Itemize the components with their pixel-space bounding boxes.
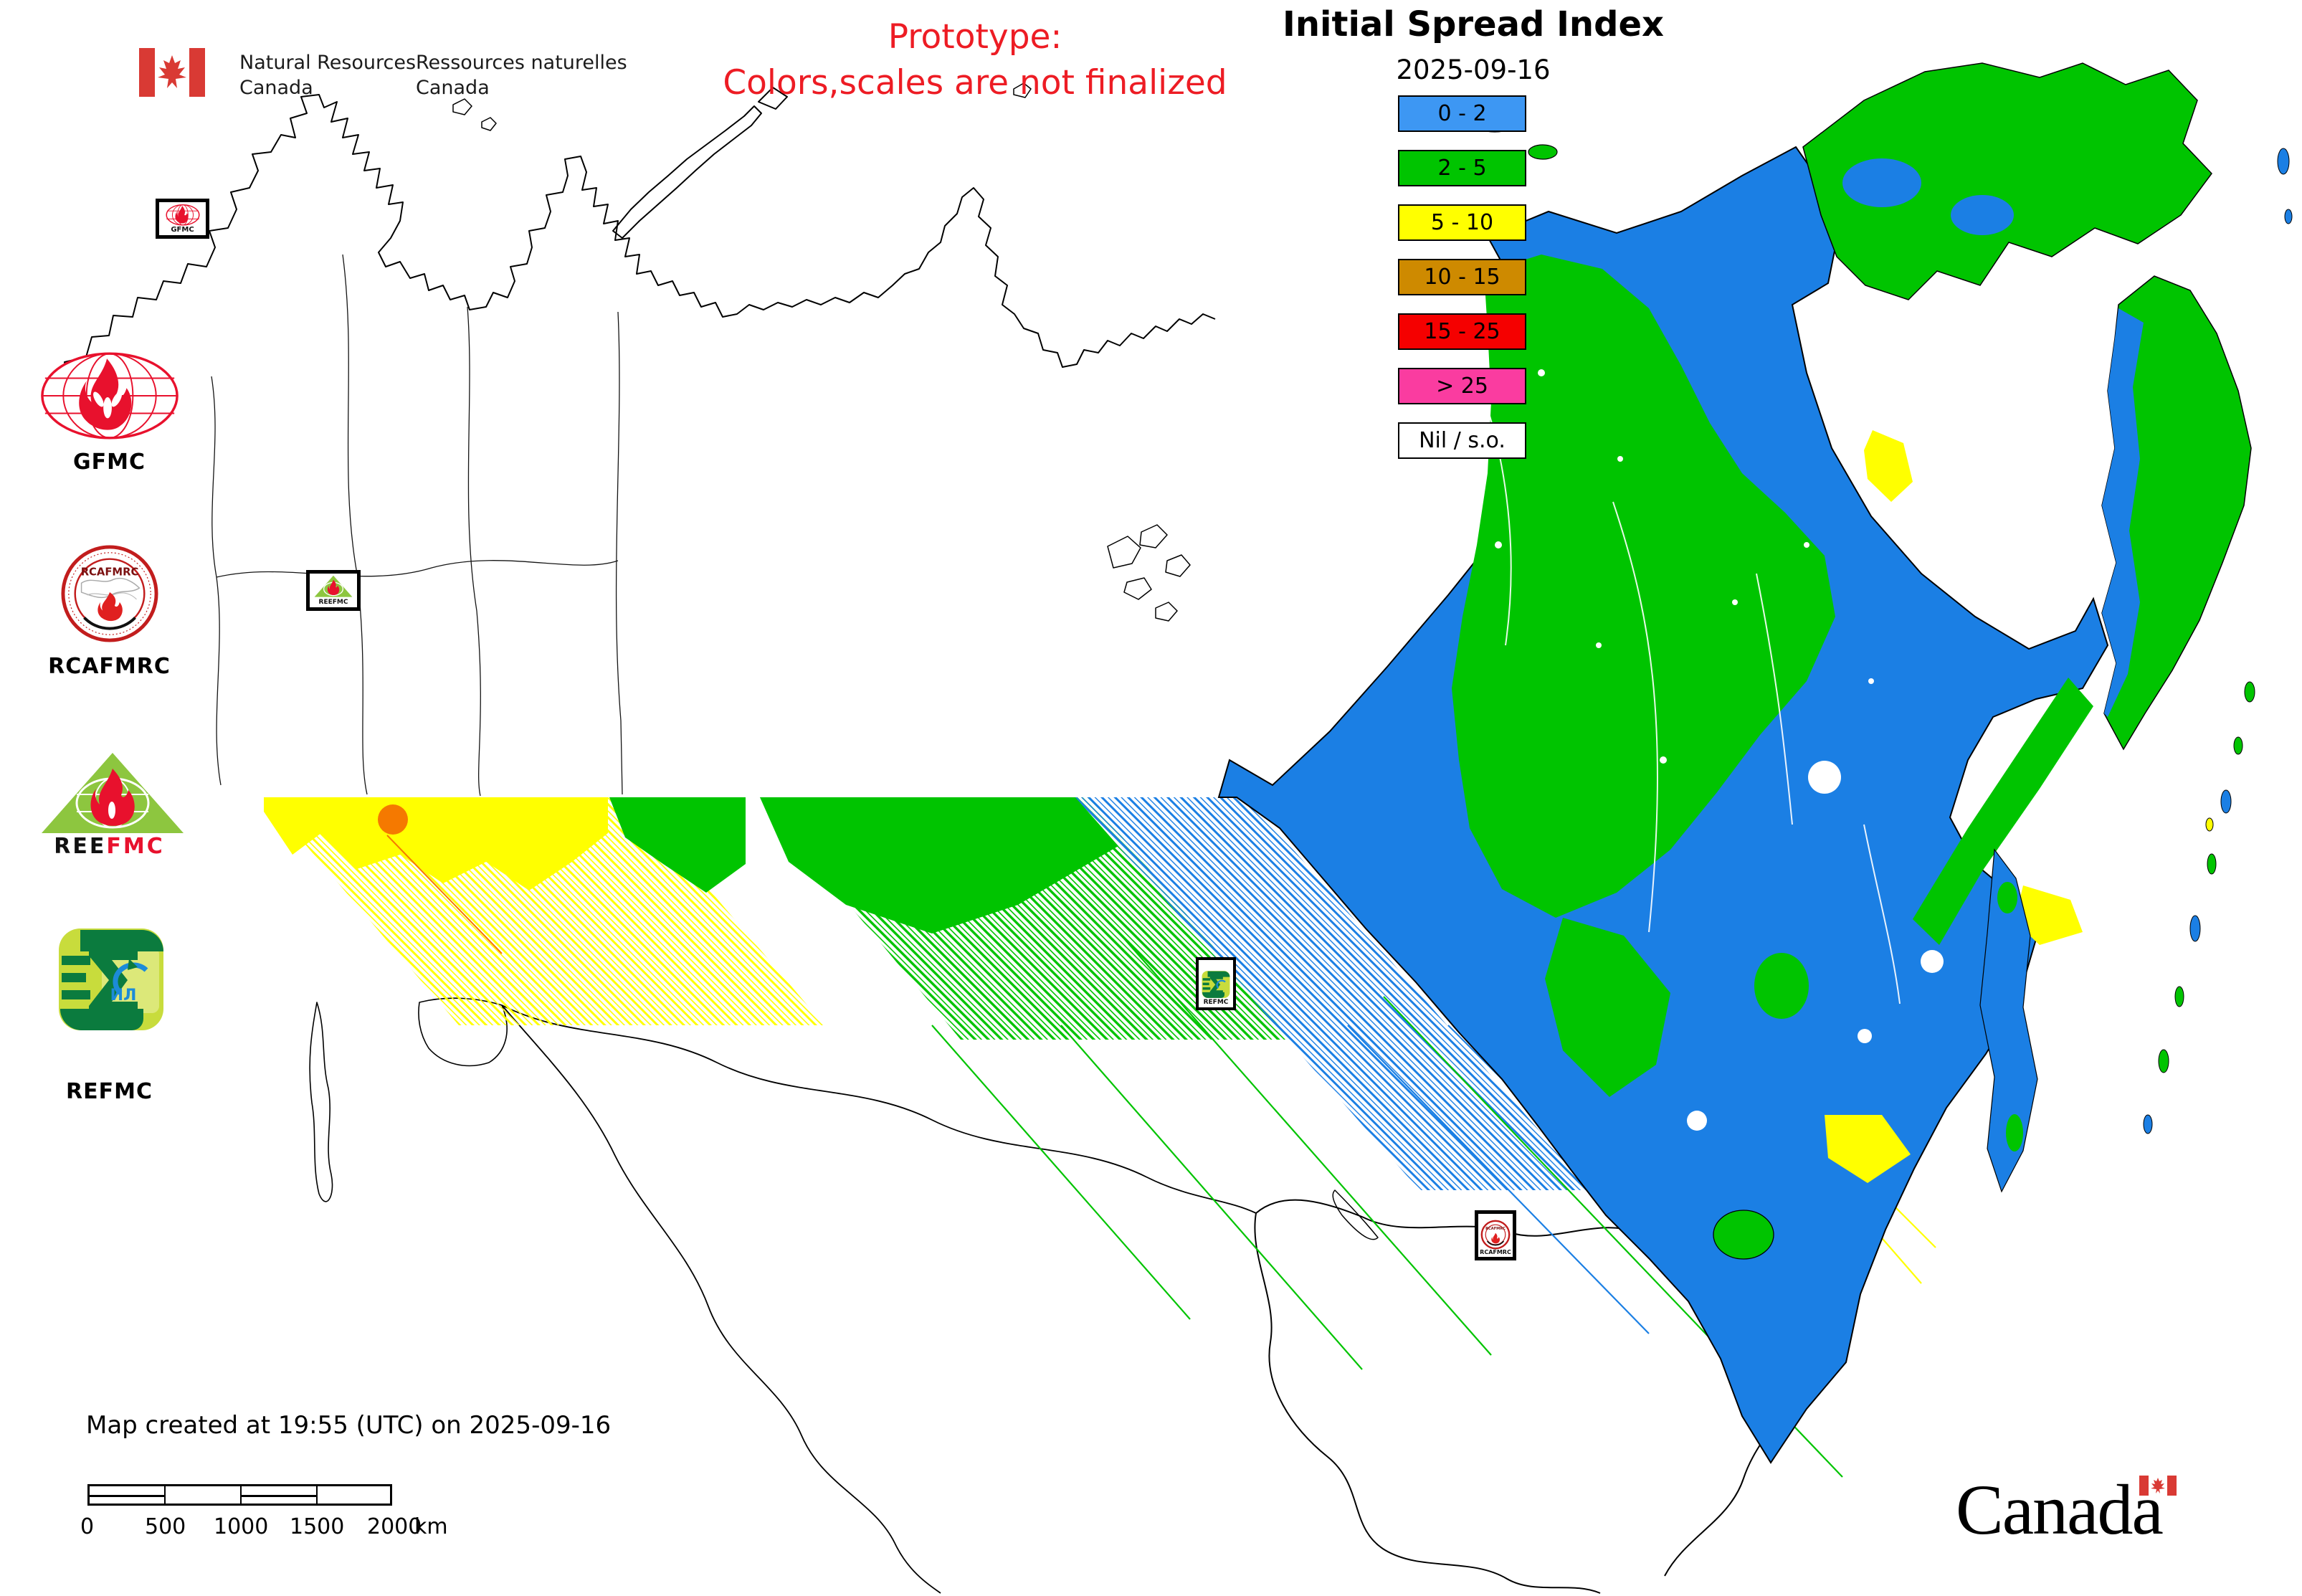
yellow-band <box>264 797 608 890</box>
arctic-coastline <box>44 94 1216 402</box>
marker-rcafmrc-label: RCAFMRC <box>1480 1249 1511 1255</box>
mongolia-green-blob <box>1713 1210 1774 1260</box>
marker-reefmc-icon <box>314 575 353 597</box>
kuril-islands <box>2143 148 2293 1134</box>
marker-rcafmrc: RCAFMRC RCAFMRC <box>1475 1210 1516 1260</box>
scale-bar-divider <box>316 1486 318 1504</box>
marker-refmc-icon <box>1202 971 1230 998</box>
canada-flag-icon <box>139 48 205 97</box>
reefmc-label: REEFMC <box>29 834 190 859</box>
chukotka-green <box>1802 62 2212 300</box>
white-holes <box>1495 369 2078 1136</box>
legend-item-15-25: 15 - 25 <box>1398 313 1526 350</box>
hotspot-orange-blob <box>378 804 408 835</box>
prototype-warning: Prototype: Colors,scales are not finaliz… <box>667 14 1283 106</box>
nrcan-fr-line2: Canada <box>416 77 490 99</box>
nrcan-wordmark-fr: Ressources naturelles Canada <box>416 50 627 100</box>
caspian-sea-outline <box>309 1002 333 1202</box>
reefmc-label-black: REE <box>54 834 107 859</box>
okhotsk-coastal-green-strip <box>1913 678 2093 945</box>
green-solid-top <box>760 797 1118 934</box>
mongolia-south-border <box>1254 1212 1601 1594</box>
nrcan-en-line2: Canada <box>239 77 313 99</box>
reefmc-logo <box>42 753 184 833</box>
map-created-text: Map created at 19:55 (UTC) on 2025-09-16 <box>86 1411 612 1440</box>
rcafmrc-inner-label: RCAFMRC <box>81 566 139 578</box>
marker-rcafmrc-icon: RCAFMRC <box>1480 1220 1511 1250</box>
sakhalin-green2 <box>2006 1114 2023 1151</box>
prototype-line1: Prototype: <box>888 17 1062 57</box>
orange-streak <box>386 835 503 954</box>
novaya-zemlya-island <box>612 87 788 239</box>
laptev-island-cluster <box>1107 524 1191 622</box>
legend-item-0-2: 0 - 2 <box>1398 95 1526 132</box>
refmc-logo: ИЛ <box>59 928 163 1031</box>
south-coast-yellow-green <box>1825 1115 1911 1183</box>
gfmc-logo <box>41 352 179 440</box>
new-siberian-island2 <box>1528 144 1558 160</box>
scale-bar-divider <box>240 1486 242 1504</box>
map-date: 2025-09-16 <box>1396 54 1551 85</box>
kamchatka-blue-strip <box>2102 308 2144 717</box>
marker-gfmc-icon <box>165 204 200 226</box>
chukotka-blue-patch2 <box>1951 195 2014 235</box>
marker-rcafmrc-inner-label: RCAFMRC <box>1485 1227 1506 1231</box>
marker-refmc-label: REFMC <box>1203 999 1229 1006</box>
reefmc-label-red: FMC <box>106 834 165 859</box>
legend-item-gt-25: > 25 <box>1398 368 1526 404</box>
green-block-west <box>609 797 746 893</box>
arctic-small-islands <box>452 82 1032 131</box>
refmc-label: REFMC <box>66 1079 153 1104</box>
scale-unit: km <box>414 1514 448 1539</box>
central-asia-border <box>501 1004 941 1594</box>
legend-item-5-10: 5 - 10 <box>1398 204 1526 241</box>
nrcan-wordmark-en: Natural Resources Canada <box>239 50 416 100</box>
rcafmrc-logo: RCAFMRC <box>61 545 158 642</box>
scale-tick-1500: 1500 <box>290 1514 345 1539</box>
marker-refmc: REFMC <box>1196 957 1236 1010</box>
northeast-data-mass <box>1217 62 2293 1464</box>
scale-tick-0: 0 <box>80 1514 95 1539</box>
marker-gfmc-label: GFMC <box>171 226 194 234</box>
legend-item-2-5: 2 - 5 <box>1398 150 1526 186</box>
marker-reefmc-label: REEFMC <box>318 599 348 606</box>
marker-gfmc: GFMC <box>156 199 209 239</box>
kazakh-altai-border <box>501 1004 1257 1214</box>
scale-bar-divider <box>164 1486 166 1504</box>
canada-wordmark: Canada <box>1956 1470 2164 1549</box>
uda-yellow-patch <box>2015 885 2083 945</box>
nrcan-fr-line1: Ressources naturelles <box>416 52 627 74</box>
blue-streak-fan <box>1075 797 1592 1190</box>
legend-item-nil: Nil / s.o. <box>1398 422 1526 459</box>
page-title: Initial Spread Index <box>1283 4 1664 44</box>
scale-tick-2000: 2000 <box>367 1514 422 1539</box>
lake-baikal-outline <box>1332 1189 1379 1240</box>
legend-item-10-15: 10 - 15 <box>1398 259 1526 295</box>
rcafmrc-label: RCAFMRC <box>48 654 171 679</box>
scale-bar <box>87 1484 392 1506</box>
nrcan-en-line1: Natural Resources <box>239 52 417 74</box>
green-interior-mass <box>1452 255 1835 918</box>
scale-tick-1000: 1000 <box>214 1514 269 1539</box>
canada-wordmark-flag-icon <box>2139 1476 2177 1496</box>
chukotka-blue-patch1 <box>1842 158 1921 207</box>
refmc-inner-label: ИЛ <box>110 987 137 1004</box>
interior-borders <box>211 254 623 797</box>
green-patch-amur <box>1754 953 1809 1019</box>
sakhalin-blue <box>1979 848 2038 1193</box>
gfmc-label: GFMC <box>73 450 146 475</box>
scale-bar-midline <box>90 1495 164 1497</box>
prototype-line2: Colors,scales are not finalized <box>723 63 1227 103</box>
west-data-band <box>264 797 1592 1190</box>
scale-tick-500: 500 <box>145 1514 186 1539</box>
marker-reefmc: REEFMC <box>306 570 361 611</box>
scale-bar-midline <box>242 1495 316 1497</box>
sakhalin-green1 <box>1997 882 2017 913</box>
green-south-tongue <box>1545 918 1670 1097</box>
yellow-patch-east <box>1864 430 1913 502</box>
